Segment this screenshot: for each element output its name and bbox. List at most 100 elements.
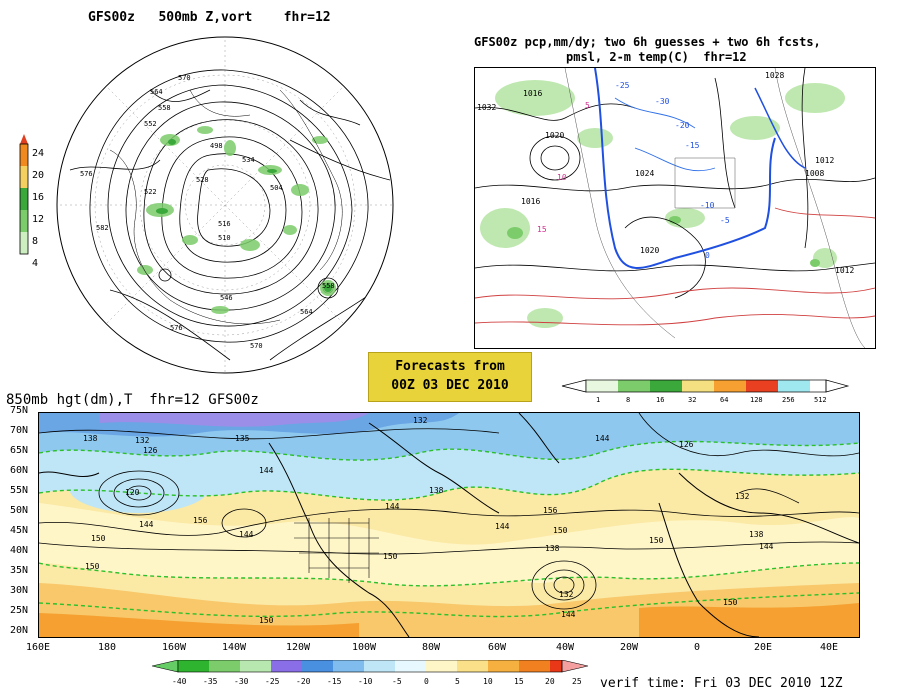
lat-label: 45N	[10, 525, 29, 536]
temp-label: -20	[675, 121, 690, 130]
lon-label: 60W	[488, 642, 507, 653]
lat-label: 50N	[10, 505, 29, 516]
contour-label: 150	[259, 616, 274, 625]
contour-label: 564	[300, 308, 313, 316]
lon-label: 140W	[222, 642, 247, 653]
pmsl-map: 1032 1016 1020 1024 1028 1012 1008 1016 …	[475, 68, 875, 348]
temp-colorbar-label: 10	[483, 677, 493, 686]
temp-label: -15	[685, 141, 700, 150]
contour-label: 135	[235, 434, 250, 443]
colorbar-label-4: 4	[32, 258, 39, 269]
precip-colorbar-label: 8	[626, 396, 630, 404]
contour-label: 144	[561, 610, 576, 619]
temp-colorbar: -40 -35 -30 -25 -20 -15 -10 -5 0 5 10 15…	[151, 660, 589, 686]
vort-colorbar	[19, 134, 29, 255]
contour-label: 576	[170, 324, 183, 332]
temp-colorbar-label: -35	[203, 677, 218, 686]
lat-label: 30N	[10, 585, 29, 596]
lon-label: 120W	[286, 642, 311, 653]
temp-colorbar-label: -40	[172, 677, 187, 686]
contour-label: 138	[749, 530, 764, 539]
contour-label: 510	[218, 234, 231, 242]
temp-label: 15	[537, 225, 547, 234]
isobar-label: 1008	[805, 169, 824, 178]
temp-colorbar-label: -20	[296, 677, 311, 686]
isobar-label: 1012	[815, 156, 834, 165]
contour-label: 516	[218, 220, 231, 228]
panel-500mb-title: GFS00z 500mb Z,vort fhr=12	[88, 10, 331, 25]
lat-label: 25N	[10, 605, 29, 616]
contour-label: 144	[385, 502, 400, 511]
verif-time: verif time: Fri 03 DEC 2010 12Z	[600, 676, 843, 691]
temp-colorbar-label: 0	[424, 677, 429, 686]
contour-label: 132	[135, 436, 150, 445]
lat-label: 55N	[10, 485, 29, 496]
temp-label: -10	[700, 201, 715, 210]
contour-label: 576	[80, 170, 93, 178]
precip-colorbar-label: 512	[814, 396, 827, 404]
temp-colorbar-label: 25	[572, 677, 582, 686]
colorbar-label-16: 16	[32, 192, 45, 203]
contour-label: 558	[322, 282, 335, 290]
lon-label: 20W	[620, 642, 639, 653]
lon-label: 180	[98, 642, 117, 653]
contour-label: 570	[250, 342, 263, 350]
colorbar-arrow-top	[20, 134, 28, 144]
lon-label: 40W	[556, 642, 575, 653]
contour-label: 144	[595, 434, 610, 443]
colorbar-label-24: 24	[32, 148, 45, 159]
panel-850mb-title: 850mb hgt(dm),T fhr=12 GFS00z	[6, 392, 259, 408]
map-850mb-frame: 138 132 126 120 144 150 156 144 135 144 …	[38, 412, 860, 638]
lon-label: 160W	[162, 642, 187, 653]
contour-label: 552	[144, 120, 157, 128]
isobar-label: 1016	[521, 197, 540, 206]
contour-label: 144	[139, 520, 154, 529]
contour-label: 528	[196, 176, 209, 184]
temp-label: 10	[557, 173, 567, 182]
temp-label: -25	[615, 81, 630, 90]
precip-colorbar-label: 16	[656, 396, 664, 404]
contour-label: 504	[270, 184, 283, 192]
precip-colorbar-label: 32	[688, 396, 696, 404]
isobar-label: 1020	[545, 131, 564, 140]
temp-label: 5	[585, 101, 590, 110]
lon-label: 20E	[754, 642, 773, 653]
contour-label: 150	[649, 536, 664, 545]
temp-colorbar-label: -25	[265, 677, 280, 686]
isobar-label: 1032	[477, 103, 496, 112]
contour-label: 570	[178, 74, 191, 82]
contour-label: 150	[85, 562, 100, 571]
colorbar-label-20: 20	[32, 170, 45, 181]
contour-label: 138	[545, 544, 560, 553]
contour-label: 138	[429, 486, 444, 495]
forecast-banner-line2: 00Z 03 DEC 2010	[391, 378, 509, 393]
lon-label: 100W	[352, 642, 377, 653]
colorbar-label-12: 12	[32, 214, 45, 225]
forecast-banner-line1: Forecasts from	[395, 359, 505, 374]
contour-label: 150	[91, 534, 106, 543]
contour-label: 144	[495, 522, 510, 531]
polar-500mb-map: 570 564 558 552 498 534 528 522 516 510 …	[56, 36, 394, 374]
lon-label: 160E	[26, 642, 51, 653]
panel-pmsl-title-line1: GFS00z pcp,mm/dy; two 6h guesses + two 6…	[474, 35, 821, 49]
contour-label: 534	[242, 156, 255, 164]
contour-label: 120	[125, 488, 140, 497]
contour-label: 156	[543, 506, 558, 515]
lon-label: 40E	[820, 642, 839, 653]
temp-colorbar-label: -10	[358, 677, 373, 686]
panel-pmsl-title-line2: pmsl, 2-m temp(C) fhr=12	[566, 50, 747, 64]
isobar-label: 1012	[835, 266, 854, 275]
lat-label: 75N	[10, 405, 29, 416]
contour-label: 546	[220, 294, 233, 302]
precip-colorbar-label: 64	[720, 396, 728, 404]
contour-label: 138	[83, 434, 98, 443]
contour-label: 132	[735, 492, 750, 501]
temp-colorbar-label: 5	[455, 677, 460, 686]
contour-label: 564	[150, 88, 163, 96]
contour-label: 522	[144, 188, 157, 196]
contour-label: 156	[193, 516, 208, 525]
contour-label: 498	[210, 142, 223, 150]
temp-colorbar-label: 15	[514, 677, 524, 686]
forecast-banner: Forecasts from 00Z 03 DEC 2010	[368, 352, 532, 402]
temp-label: -5	[720, 216, 730, 225]
